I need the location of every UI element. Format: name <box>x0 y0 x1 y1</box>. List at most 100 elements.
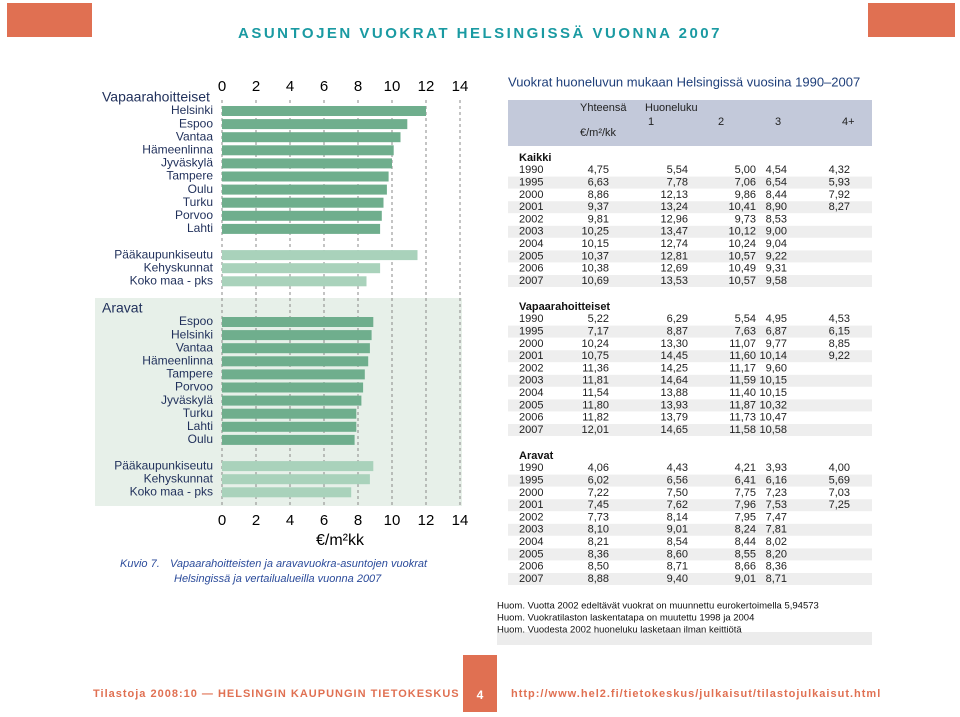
bar <box>222 223 381 234</box>
table-cell: 11,59 <box>729 375 756 387</box>
table-cell: 10,25 <box>581 226 609 238</box>
category-label: Turku <box>183 195 213 209</box>
row-stripe <box>508 573 872 585</box>
caption-label: Kuvio 7. <box>120 558 160 570</box>
table-cell: 8,66 <box>735 561 756 573</box>
bar <box>222 382 364 393</box>
bar <box>222 158 392 169</box>
table-cell: 9,31 <box>766 263 787 275</box>
table-cell: 8,44 <box>766 189 787 201</box>
category-label: Vantaa <box>176 340 213 354</box>
category-label: Hämeenlinna <box>142 142 213 156</box>
table-cell: 4,32 <box>829 164 850 176</box>
table-cell: 10,15 <box>581 238 609 250</box>
x-tick-label: 6 <box>320 512 328 529</box>
table-cell: 7,96 <box>735 499 756 511</box>
category-label: Oulu <box>188 432 213 446</box>
table-cell: 8,02 <box>766 536 787 548</box>
table-cell: 9,22 <box>829 350 850 362</box>
table-header-unit: €/m²/kk <box>580 127 617 139</box>
table-cell: 12,69 <box>660 263 688 275</box>
table-cell: 7,75 <box>735 487 756 499</box>
bar <box>222 145 394 156</box>
table-cell: 10,41 <box>728 201 756 213</box>
category-label: Kehyskunnat <box>144 471 214 485</box>
table-cell: 9,01 <box>667 524 688 536</box>
category-label: Turku <box>183 406 213 420</box>
table-cell: 10,58 <box>759 424 787 436</box>
row-stripe <box>508 424 872 436</box>
table-cell: 7,17 <box>588 326 609 338</box>
row-stripe <box>508 474 872 487</box>
table-cell: 11,58 <box>729 424 756 436</box>
table-cell: 9,60 <box>766 362 787 374</box>
category-label: Koko maa - pks <box>130 484 213 498</box>
category-label: Lahti <box>187 221 213 235</box>
table-cell: 7,78 <box>667 177 688 189</box>
table-cell: 8,53 <box>766 213 787 225</box>
table-cell: 11,17 <box>729 362 756 374</box>
table-cell: 13,79 <box>660 412 688 424</box>
note: Huom. Vuodesta 2002 huoneluku lasketaan … <box>497 625 742 636</box>
group-label: Aravat <box>102 300 143 316</box>
table-year: 1995 <box>519 326 543 338</box>
x-axis-title: €/m²kk <box>316 532 365 549</box>
x-tick-label: 10 <box>384 512 401 529</box>
table-year: 2006 <box>519 561 543 573</box>
table-cell: 4,06 <box>588 462 609 474</box>
table-cell: 9,86 <box>735 189 756 201</box>
table-year: 2005 <box>519 399 543 411</box>
table-cell: 7,63 <box>735 326 756 338</box>
table-cell: 6,63 <box>588 177 609 189</box>
table-cell: 8,71 <box>667 561 688 573</box>
row-stripe <box>508 225 872 238</box>
table-cell: 12,81 <box>660 250 688 262</box>
bar <box>222 421 357 432</box>
table-cell: 14,65 <box>660 424 688 436</box>
bar <box>222 119 408 130</box>
table-year: 2002 <box>519 362 543 374</box>
table-header-band <box>508 100 872 146</box>
table-cell: 11,73 <box>729 412 756 424</box>
table-header-room: 4+ <box>842 116 855 128</box>
x-tick-label: 8 <box>354 78 362 95</box>
table-cell: 11,54 <box>582 387 609 399</box>
table-cell: 12,74 <box>660 238 688 250</box>
table-year: 2006 <box>519 263 543 275</box>
row-stripe <box>508 548 872 561</box>
page-number-box <box>463 655 497 712</box>
table-year: 2002 <box>519 213 543 225</box>
category-label: Tampere <box>166 367 213 381</box>
table-cell: 8,55 <box>735 548 756 560</box>
table-year: 2004 <box>519 387 543 399</box>
table-cell: 10,24 <box>728 238 756 250</box>
section-title: Aravat <box>519 450 554 462</box>
table-year: 2000 <box>519 189 543 201</box>
category-label: Espoo <box>179 314 213 328</box>
category-label: Porvoo <box>175 380 213 394</box>
caption-line: Helsingissä ja vertailualueilla vuonna 2… <box>174 573 382 585</box>
row-stripe <box>508 350 872 363</box>
table-cell: 8,20 <box>766 548 787 560</box>
table-cell: 6,29 <box>667 313 688 325</box>
table-year: 2004 <box>519 238 543 250</box>
table-year: 2004 <box>519 536 543 548</box>
table-header-rooms: Huoneluku <box>645 102 698 114</box>
table-cell: 7,23 <box>766 487 787 499</box>
table-cell: 6,56 <box>667 475 688 487</box>
bar <box>222 210 382 221</box>
table-cell: 10,69 <box>581 275 609 287</box>
table-cell: 11,82 <box>582 412 609 424</box>
table-cell: 9,58 <box>766 275 787 287</box>
table-cell: 4,43 <box>667 462 688 474</box>
category-label: Koko maa - pks <box>130 273 213 287</box>
x-tick-label: 2 <box>252 78 260 95</box>
table-cell: 10,57 <box>728 275 756 287</box>
table-cell: 5,54 <box>667 164 688 176</box>
table-header-room: 2 <box>718 116 724 128</box>
table-year: 1990 <box>519 164 543 176</box>
category-label: Lahti <box>187 419 213 433</box>
table-cell: 8,50 <box>588 561 609 573</box>
table-cell: 9,00 <box>766 226 787 238</box>
